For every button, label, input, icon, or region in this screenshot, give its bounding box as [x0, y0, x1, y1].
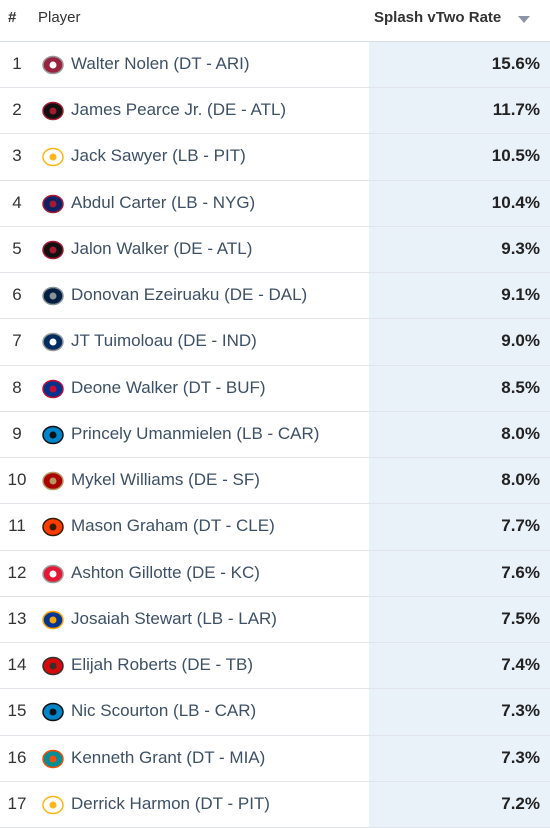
table-row: 15 Nic Scourton (LB - CAR) 7.3%: [0, 689, 550, 736]
team-logo: [42, 425, 64, 445]
rank: 6: [12, 285, 22, 305]
table-row: 5 Jalon Walker (DE - ATL) 9.3%: [0, 227, 550, 274]
rank: 15: [7, 701, 27, 721]
rank: 11: [8, 516, 26, 536]
player-name[interactable]: Jack Sawyer (LB - PIT): [71, 146, 246, 166]
table-row: 9 Princely Umanmielen (LB - CAR) 8.0%: [0, 412, 550, 459]
header-player[interactable]: Player: [38, 9, 81, 26]
player-name[interactable]: Josaiah Stewart (LB - LAR): [71, 608, 277, 628]
player-name[interactable]: Princely Umanmielen (LB - CAR): [71, 423, 320, 443]
player-name[interactable]: Donovan Ezeiruaku (DE - DAL): [71, 285, 308, 305]
table-row: 8 Deone Walker (DT - BUF) 8.5%: [0, 366, 550, 412]
splash-rate: 7.6%: [501, 562, 540, 582]
team-logo: [42, 610, 64, 630]
rank: 9: [12, 423, 22, 443]
sorted-column-highlight: [369, 42, 550, 828]
splash-rate: 8.0%: [501, 470, 540, 490]
rank: 14: [7, 655, 27, 675]
rank: 10: [7, 470, 27, 490]
player-name[interactable]: Walter Nolen (DT - ARI): [71, 54, 250, 73]
player-name[interactable]: Nic Scourton (LB - CAR): [71, 701, 257, 721]
rank: 8: [12, 377, 22, 397]
rank: 7: [12, 331, 22, 351]
team-logo: [42, 703, 64, 722]
player-name[interactable]: Ashton Gillotte (DE - KC): [71, 562, 260, 582]
splash-rate: 7.3%: [501, 701, 540, 721]
player-name[interactable]: JT Tuimoloau (DE - IND): [71, 331, 257, 351]
table-row: 4 Abdul Carter (LB - NYG) 10.4%: [0, 181, 550, 227]
rank: 5: [12, 238, 22, 258]
table-row: 6 Donovan Ezeiruaku (DE - DAL) 9.1%: [0, 273, 550, 320]
team-logo: [42, 333, 64, 352]
player-name[interactable]: Derrick Harmon (DT - PIT): [71, 793, 270, 813]
team-logo: [42, 286, 64, 306]
table-row: 3 Jack Sawyer (LB - PIT) 10.5%: [0, 134, 550, 181]
rank: 2: [12, 100, 22, 120]
splash-rate: 8.0%: [501, 423, 540, 443]
team-logo: [42, 101, 64, 121]
splash-rate: 7.7%: [501, 516, 540, 536]
splash-rate: 7.2%: [501, 793, 540, 813]
splash-rate: 9.1%: [501, 285, 540, 305]
rank: 13: [7, 608, 27, 628]
table-row: 13 Josaiah Stewart (LB - LAR) 7.5%: [0, 597, 550, 644]
rank: 4: [12, 192, 22, 212]
player-name[interactable]: Kenneth Grant (DT - MIA): [71, 747, 266, 767]
player-name[interactable]: Mason Graham (DT - CLE): [71, 516, 275, 536]
splash-rate: 7.3%: [501, 747, 540, 767]
player-name[interactable]: Mykel Williams (DE - SF): [71, 470, 260, 490]
team-logo: [42, 564, 64, 583]
splash-rate: 9.3%: [501, 238, 540, 258]
table-row: 17 Derrick Harmon (DT - PIT) 7.2%: [0, 782, 550, 828]
team-logo: [42, 55, 64, 75]
rank: 12: [7, 562, 27, 582]
player-name[interactable]: Elijah Roberts (DE - TB): [71, 655, 254, 675]
team-logo: [42, 471, 64, 491]
table-row: 12 Ashton Gillotte (DE - KC) 7.6%: [0, 551, 550, 597]
rank: 16: [7, 747, 27, 767]
team-logo: [42, 518, 64, 537]
splash-rate: 7.4%: [501, 655, 540, 675]
team-logo: [42, 749, 64, 768]
team-logo: [42, 194, 64, 213]
rank: 1: [12, 54, 22, 73]
splash-rate: 10.4%: [491, 192, 540, 212]
header-rate[interactable]: Splash vTwo Rate: [374, 9, 502, 26]
team-logo: [42, 795, 64, 814]
table-header: # Player Splash vTwo Rate: [0, 0, 550, 42]
header-rank: #: [8, 9, 17, 26]
player-name[interactable]: Jalon Walker (DE - ATL): [71, 238, 253, 258]
splash-rate: 7.5%: [501, 608, 540, 628]
table-row: 10 Mykel Williams (DE - SF) 8.0%: [0, 458, 550, 505]
table-row: 11 Mason Graham (DT - CLE) 7.7%: [0, 504, 550, 551]
splash-rate: 15.6%: [491, 54, 540, 73]
player-name[interactable]: Abdul Carter (LB - NYG): [71, 192, 256, 212]
splash-rate: 9.0%: [501, 331, 540, 351]
team-logo: [42, 240, 64, 260]
table-row: 16 Kenneth Grant (DT - MIA) 7.3%: [0, 736, 550, 782]
team-logo: [42, 656, 64, 676]
sort-arrow[interactable]: [517, 15, 531, 25]
player-name[interactable]: James Pearce Jr. (DE - ATL): [71, 100, 287, 120]
table-row: 7 JT Tuimoloau (DE - IND) 9.0%: [0, 319, 550, 366]
team-logo: [42, 148, 64, 167]
player-name[interactable]: Deone Walker (DT - BUF): [71, 377, 266, 397]
rank: 17: [7, 793, 27, 813]
rank: 3: [12, 146, 22, 166]
table-row: 2 James Pearce Jr. (DE - ATL) 11.7%: [0, 88, 550, 135]
table-row: 14 Elijah Roberts (DE - TB) 7.4%: [0, 643, 550, 690]
splash-rate: 11.7%: [492, 100, 540, 120]
team-logo: [42, 379, 64, 398]
splash-rate: 8.5%: [501, 377, 540, 397]
splash-rate: 10.5%: [491, 146, 540, 166]
table-row: 1 Walter Nolen (DT - ARI) 15.6%: [0, 42, 550, 89]
